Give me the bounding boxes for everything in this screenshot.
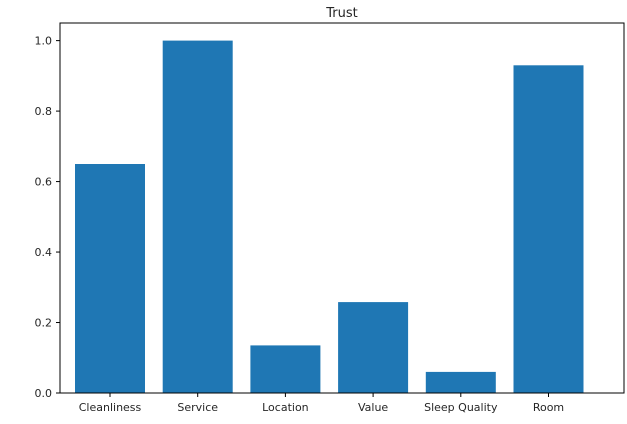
- bar-location: [250, 345, 321, 393]
- bar-cleanliness: [75, 164, 145, 393]
- x-tick-label: Location: [262, 401, 309, 414]
- x-tick-label: Value: [358, 401, 388, 414]
- x-tick-label: Room: [533, 401, 564, 414]
- x-tick-label: Service: [177, 401, 218, 414]
- y-tick-label: 0.8: [35, 105, 53, 118]
- y-tick-label: 0.0: [35, 387, 53, 400]
- plot-frame: [59, 22, 625, 394]
- x-tick-label: Cleanliness: [79, 401, 142, 414]
- y-tick-label: 0.4: [35, 246, 53, 259]
- bar-room: [513, 65, 584, 394]
- x-axis-ticks: Cleanliness Service Location Value Sleep Qua…: [79, 393, 564, 414]
- y-tick-label: 1.0: [35, 35, 53, 48]
- y-axis-ticks: 0.0 0.2 0.4 0.6 0.8 1.0: [35, 35, 60, 400]
- bar-service: [162, 40, 233, 393]
- bar-value: [338, 302, 409, 393]
- y-tick-label: 0.2: [35, 317, 53, 330]
- x-tick-label: Sleep Quality: [424, 401, 498, 414]
- bar-sleep-quality: [425, 371, 496, 393]
- chart-title: Trust: [325, 6, 357, 21]
- y-tick-label: 0.6: [35, 176, 53, 189]
- bars-layer: [75, 40, 584, 394]
